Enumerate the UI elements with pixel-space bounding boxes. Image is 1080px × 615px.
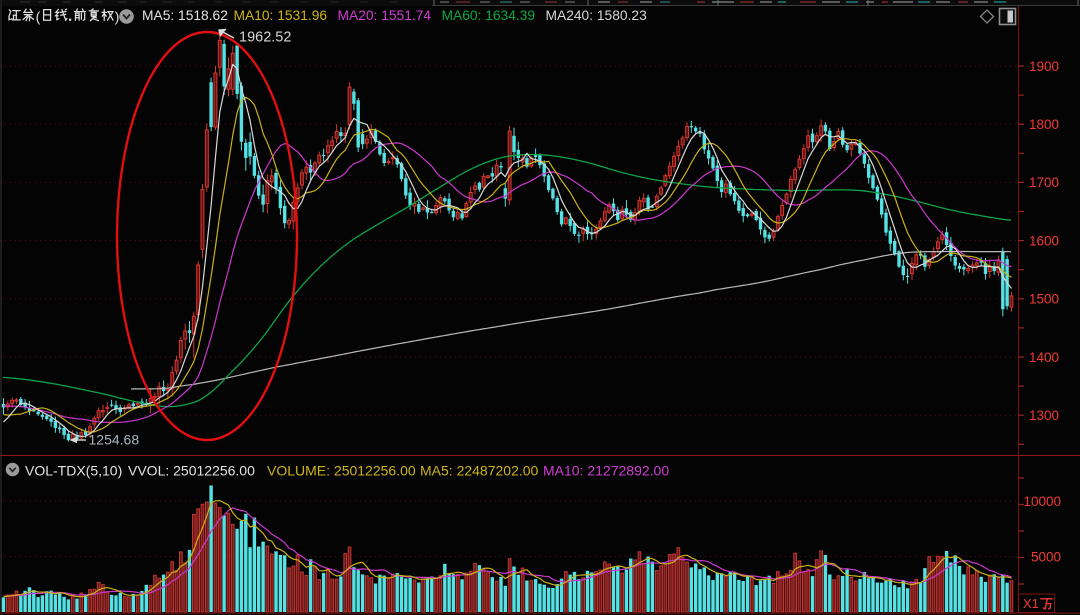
svg-text:1254.68: 1254.68 (89, 432, 140, 448)
svg-text:1700: 1700 (1029, 175, 1059, 190)
svg-text:1962.52: 1962.52 (239, 30, 291, 46)
svg-text:X1: X1 (1023, 596, 1039, 611)
svg-text:MA10: 1531.96: MA10: 1531.96 (234, 8, 328, 23)
svg-text:MA20: 1551.74: MA20: 1551.74 (338, 8, 432, 23)
svg-text:VVOL: 25012256.00: VVOL: 25012256.00 (128, 463, 255, 479)
svg-text:1300: 1300 (1029, 408, 1059, 423)
svg-text:1800: 1800 (1029, 117, 1059, 132)
svg-text:1500: 1500 (1029, 292, 1059, 307)
svg-text:1600: 1600 (1029, 233, 1059, 248)
svg-text:MA240: 1580.23: MA240: 1580.23 (546, 8, 648, 23)
svg-text:VOL-TDX(5,10): VOL-TDX(5,10) (25, 463, 122, 479)
svg-text:MA10: 21272892.00: MA10: 21272892.00 (543, 463, 669, 479)
svg-text:MA60: 1634.39: MA60: 1634.39 (442, 8, 536, 23)
svg-text:): ) (115, 9, 120, 25)
svg-text:5000: 5000 (1031, 549, 1061, 564)
svg-text:MA5: 22487202.00: MA5: 22487202.00 (420, 463, 539, 479)
svg-text:MA5: 1518.62: MA5: 1518.62 (142, 8, 228, 23)
svg-text:(: ( (36, 9, 41, 25)
svg-text:1900: 1900 (1029, 59, 1059, 74)
svg-text:10000: 10000 (1023, 494, 1061, 509)
svg-text:1400: 1400 (1029, 350, 1059, 365)
svg-text:VOLUME: 25012256.00: VOLUME: 25012256.00 (267, 463, 416, 479)
